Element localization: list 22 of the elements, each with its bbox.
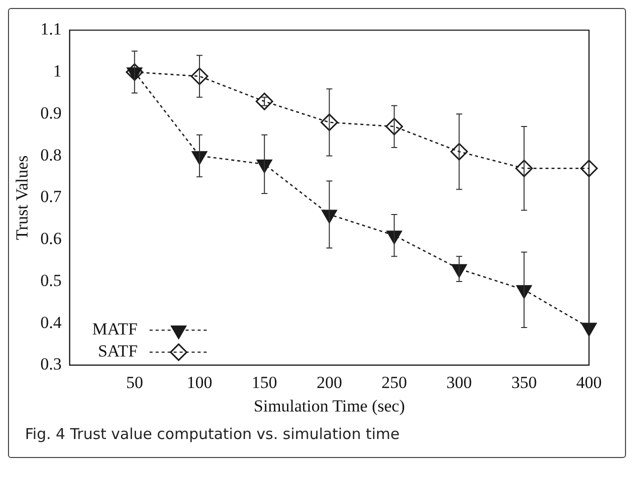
y-tick-label: 0.6 xyxy=(40,229,62,248)
x-tick-label: 400 xyxy=(576,372,602,392)
y-tick-label: 0.7 xyxy=(40,187,62,206)
y-tick-label: 0.4 xyxy=(40,312,62,332)
legend-label: SATF xyxy=(98,342,138,361)
caption: Fig. 4 Trust value computation vs. simulation time xyxy=(24,424,401,445)
y-tick-label: 1 xyxy=(53,62,62,81)
y-tick-label: 0.5 xyxy=(40,270,62,290)
x-tick-label: 200 xyxy=(316,372,342,392)
y-tick-label: 0.3 xyxy=(40,354,62,374)
y-tick-label: 1.1 xyxy=(40,20,62,39)
x-tick-label: 100 xyxy=(186,372,212,392)
x-tick-label: 300 xyxy=(446,372,472,392)
y-tick-label: 0.9 xyxy=(40,103,62,122)
x-tick-label: 150 xyxy=(252,372,278,392)
x-tick-label: 350 xyxy=(511,372,537,392)
y-tick-label: 0.8 xyxy=(40,145,62,164)
y-axis-title: Trust Values xyxy=(12,155,32,240)
x-axis-title: Simulation Time (sec) xyxy=(254,396,405,416)
x-tick-label: 250 xyxy=(381,372,407,392)
legend-label: MATF xyxy=(92,320,138,339)
x-tick-label: 50 xyxy=(126,372,144,392)
